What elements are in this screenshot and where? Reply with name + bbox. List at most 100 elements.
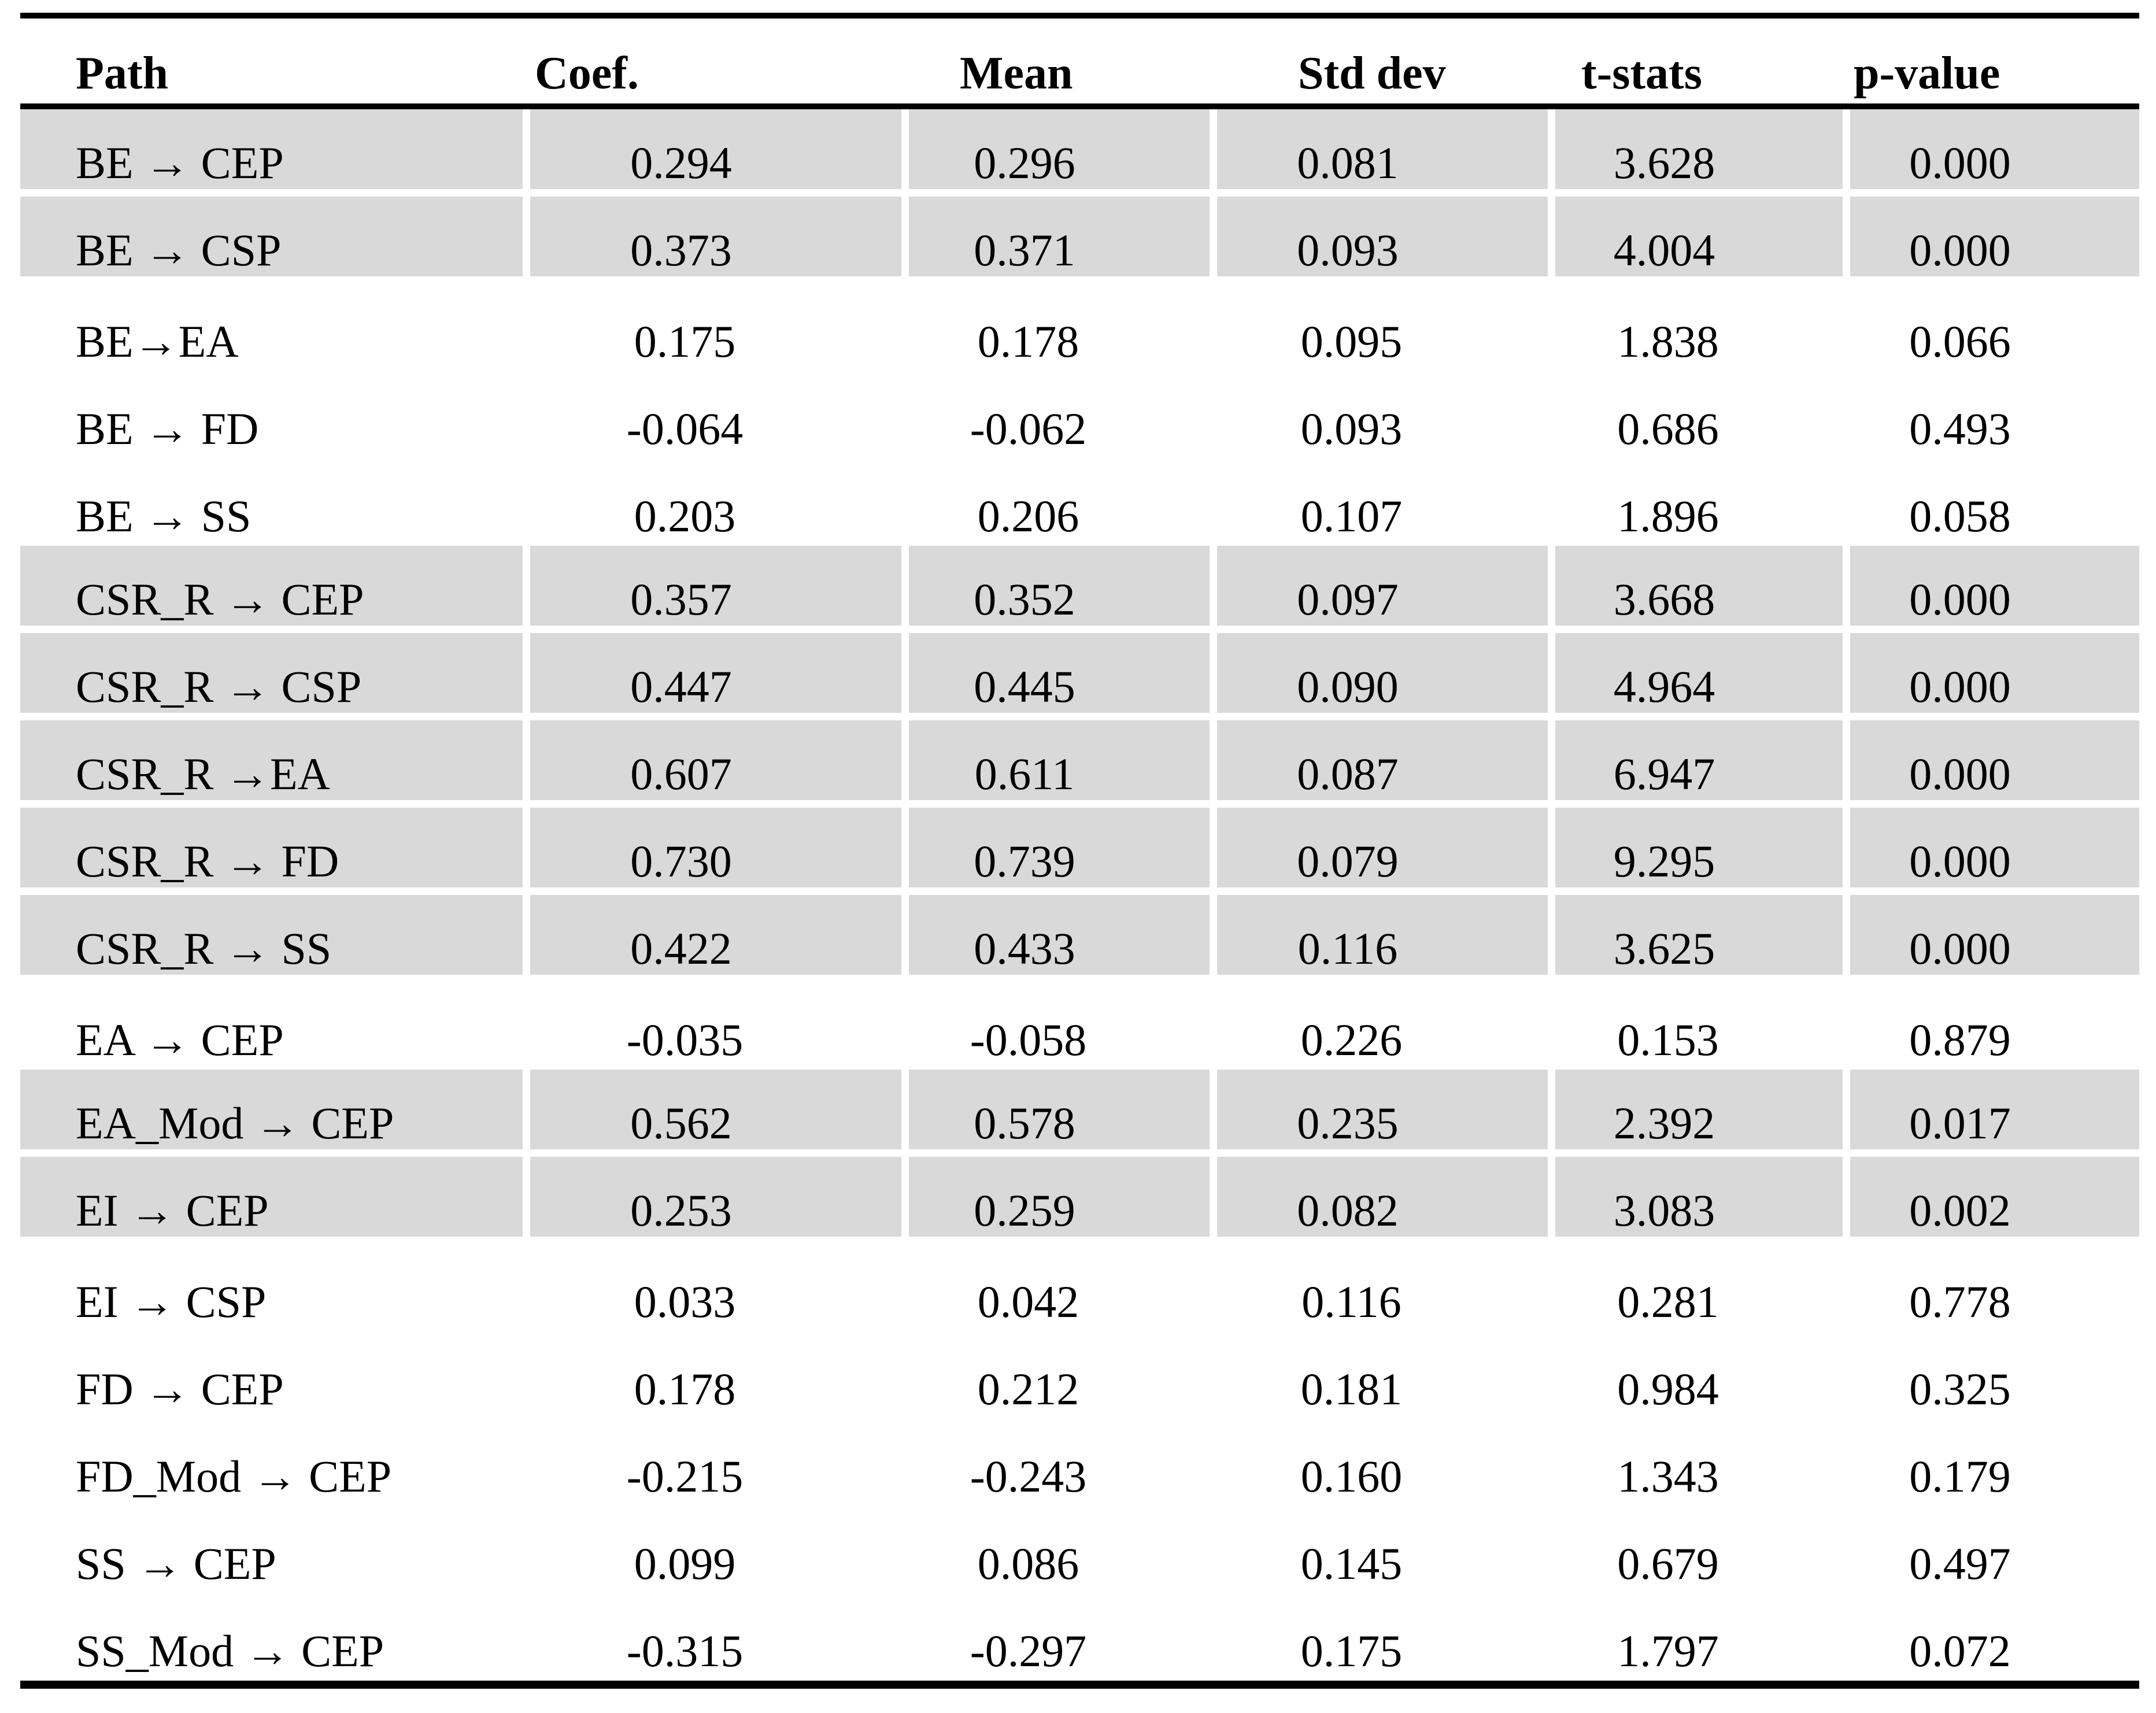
mean-cell: 0.086 [977,1538,1079,1589]
p-value-cell: 0.000 [1850,895,2139,982]
coef-cell: 0.562 [530,1070,909,1157]
mean-cell: 0.578 [909,1070,1217,1157]
path-cell: FD → CEP [76,1363,284,1414]
mean-cell: 0.371 [909,197,1217,284]
std-dev-cell: 0.235 [1217,1070,1555,1157]
path-cell: EI → CSP [76,1276,267,1327]
path-cell: EA → CEP [76,1014,284,1065]
p-value-cell: 0.072 [1909,1625,2011,1676]
p-value-cell: 0.497 [1909,1538,2011,1589]
coef-cell: 0.294 [530,109,909,197]
path-cell: CSR_R → FD [20,808,530,895]
std-dev-cell: 0.082 [1217,1157,1555,1244]
t-stats-cell: 1.896 [1617,490,1719,541]
p-value-cell: 0.879 [1909,1014,2011,1065]
table-bottom-rule [20,1681,2139,1689]
std-dev-cell: 0.097 [1217,546,1555,633]
table-row: SS_Mod → CEP -0.315 -0.297 0.175 1.797 0.072 [20,1593,2139,1681]
coef-cell: -0.215 [626,1451,744,1501]
mean-cell: 0.212 [977,1363,1079,1414]
p-value-cell: 0.002 [1850,1157,2139,1244]
p-value-cell: 0.000 [1850,720,2139,808]
table-row: BE → CEP 0.294 0.296 0.081 3.628 0.000 [20,109,2139,197]
mean-cell: 0.178 [977,316,1079,367]
path-cell: EI → CEP [20,1157,530,1244]
p-value-cell: 0.000 [1850,633,2139,720]
coef-cell: -0.064 [626,403,744,454]
p-value-cell: 0.000 [1850,546,2139,633]
p-value-cell: 0.778 [1909,1276,2011,1327]
column-header-p_value: p-value [1854,48,2000,99]
mean-cell: -0.058 [970,1014,1087,1065]
table-row: EI → CEP 0.253 0.259 0.082 3.083 0.002 [20,1157,2139,1244]
mean-cell: -0.243 [970,1451,1087,1501]
coef-cell: -0.315 [626,1625,744,1676]
path-cell: CSR_R → CEP [20,546,530,633]
table-row: EA → CEP -0.035 -0.058 0.226 0.153 0.879 [20,982,2139,1070]
coef-cell: 0.203 [634,490,736,541]
p-value-cell: 0.179 [1909,1451,2011,1501]
t-stats-cell: 1.838 [1617,316,1719,367]
column-header-mean: Mean [960,48,1073,99]
coef-cell: -0.035 [626,1014,744,1065]
p-value-cell: 0.000 [1850,197,2139,284]
t-stats-cell: 4.004 [1555,197,1850,284]
table-row: CSR_R → CEP 0.357 0.352 0.097 3.668 0.000 [20,546,2139,633]
table-row: BE → SS 0.203 0.206 0.107 1.896 0.058 [20,458,2139,546]
t-stats-cell: 3.668 [1555,546,1850,633]
t-stats-cell: 3.083 [1555,1157,1850,1244]
table-body: BE → CEP 0.294 0.296 0.081 3.628 0.000 BE → CS… [20,109,2139,1681]
table-row: BE→EA 0.175 0.178 0.095 1.838 0.066 [20,284,2139,371]
mean-cell: 0.352 [909,546,1217,633]
column-header-coef: Coef. [535,48,639,99]
table-row: CSR_R →EA 0.607 0.611 0.087 6.947 0.000 [20,720,2139,808]
std-dev-cell: 0.090 [1217,633,1555,720]
coef-cell: 0.422 [530,895,909,982]
mean-cell: -0.062 [970,403,1087,454]
coef-cell: 0.175 [634,316,736,367]
path-cell: BE → FD [76,403,259,454]
mean-cell: 0.259 [909,1157,1217,1244]
t-stats-cell: 6.947 [1555,720,1850,808]
t-stats-cell: 3.628 [1555,109,1850,197]
mean-cell: 0.042 [977,1276,1079,1327]
path-cell: CSR_R →EA [20,720,530,808]
table-row: CSR_R → SS 0.422 0.433 0.116 3.625 0.000 [20,895,2139,982]
mean-cell: 0.739 [909,808,1217,895]
table-row: BE → FD -0.064 -0.062 0.093 0.686 0.493 [20,371,2139,458]
coef-cell: 0.253 [530,1157,909,1244]
p-value-cell: 0.058 [1909,490,2011,541]
coef-cell: 0.730 [530,808,909,895]
path-cell: BE → CEP [20,109,530,197]
path-cell: SS_Mod → CEP [76,1625,384,1676]
mean-cell: -0.297 [970,1625,1087,1676]
p-value-cell: 0.325 [1909,1363,2011,1414]
std-dev-cell: 0.093 [1217,197,1555,284]
coef-cell: 0.373 [530,197,909,284]
t-stats-cell: 0.281 [1617,1276,1719,1327]
path-cell: BE → SS [76,490,252,541]
t-stats-cell: 2.392 [1555,1070,1850,1157]
path-cell: SS → CEP [76,1538,276,1589]
t-stats-cell: 0.686 [1617,403,1719,454]
std-dev-cell: 0.160 [1300,1451,1403,1501]
path-cell: CSR_R → SS [20,895,530,982]
t-stats-cell: 1.797 [1617,1625,1719,1676]
std-dev-cell: 0.093 [1300,403,1403,454]
std-dev-cell: 0.145 [1300,1538,1403,1589]
path-cell: BE→EA [76,316,239,367]
t-stats-cell: 9.295 [1555,808,1850,895]
table-header-row: Path Coef. Mean Std dev t-stats p-value [20,19,2139,103]
coef-cell: 0.607 [530,720,909,808]
std-dev-cell: 0.175 [1300,1625,1403,1676]
mean-cell: 0.296 [909,109,1217,197]
p-value-cell: 0.000 [1850,109,2139,197]
table-row: CSR_R → CSP 0.447 0.445 0.090 4.964 0.000 [20,633,2139,720]
t-stats-cell: 0.153 [1617,1014,1719,1065]
std-dev-cell: 0.226 [1300,1014,1403,1065]
coef-cell: 0.357 [530,546,909,633]
path-cell: FD_Mod → CEP [76,1451,392,1501]
coef-cell: 0.178 [634,1363,736,1414]
p-value-cell: 0.066 [1909,316,2011,367]
